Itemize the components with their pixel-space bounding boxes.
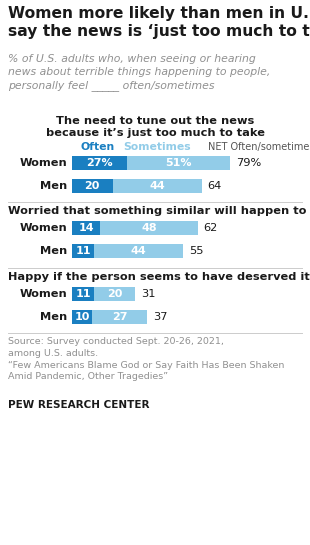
- Text: 44: 44: [131, 246, 147, 256]
- Text: 51%: 51%: [165, 158, 192, 168]
- Text: Women: Women: [19, 289, 67, 299]
- Bar: [72, 287, 94, 301]
- Text: Worried that something similar will happen to them: Worried that something similar will happ…: [8, 206, 310, 216]
- Text: Men: Men: [40, 246, 67, 256]
- Bar: [94, 287, 135, 301]
- Bar: [94, 244, 184, 258]
- Text: 79%: 79%: [236, 158, 261, 168]
- Text: 44: 44: [149, 181, 165, 191]
- Bar: [72, 244, 94, 258]
- Text: 27: 27: [112, 312, 127, 322]
- Text: Women more likely than men in U.S. to
say the news is ‘just too much to take’: Women more likely than men in U.S. to sa…: [8, 6, 310, 39]
- Text: 37: 37: [153, 312, 167, 322]
- Text: 20: 20: [85, 181, 100, 191]
- Text: 11: 11: [75, 289, 91, 299]
- Text: 64: 64: [208, 181, 222, 191]
- Text: 55: 55: [189, 246, 204, 256]
- Text: 62: 62: [204, 223, 218, 233]
- Bar: [72, 221, 100, 235]
- Text: 20: 20: [107, 289, 122, 299]
- Bar: [72, 179, 113, 193]
- Text: PEW RESEARCH CENTER: PEW RESEARCH CENTER: [8, 400, 149, 410]
- Bar: [100, 221, 197, 235]
- Text: Women: Women: [19, 158, 67, 168]
- Text: 27%: 27%: [86, 158, 113, 168]
- Text: 48: 48: [141, 223, 157, 233]
- Text: Women: Women: [19, 223, 67, 233]
- Text: 31: 31: [141, 289, 155, 299]
- Bar: [72, 156, 127, 170]
- Text: Men: Men: [40, 181, 67, 191]
- Text: Often: Often: [81, 142, 115, 152]
- Text: NET Often/sometimes: NET Often/sometimes: [208, 142, 310, 152]
- Text: Source: Survey conducted Sept. 20-26, 2021,
among U.S. adults.
“Few Americans Bl: Source: Survey conducted Sept. 20-26, 20…: [8, 337, 284, 382]
- Text: 11: 11: [75, 246, 91, 256]
- Text: 14: 14: [78, 223, 94, 233]
- Text: % of U.S. adults who, when seeing or hearing
news about terrible things happenin: % of U.S. adults who, when seeing or hea…: [8, 54, 270, 90]
- Text: Happy if the person seems to have deserved it: Happy if the person seems to have deserv…: [8, 272, 310, 282]
- Bar: [72, 310, 92, 324]
- Text: Men: Men: [40, 312, 67, 322]
- Text: The need to tune out the news
because it’s just too much to take: The need to tune out the news because it…: [46, 116, 264, 138]
- Text: Sometimes: Sometimes: [123, 142, 191, 152]
- Bar: [92, 310, 147, 324]
- Bar: [127, 156, 230, 170]
- Text: 10: 10: [74, 312, 90, 322]
- Bar: [113, 179, 202, 193]
